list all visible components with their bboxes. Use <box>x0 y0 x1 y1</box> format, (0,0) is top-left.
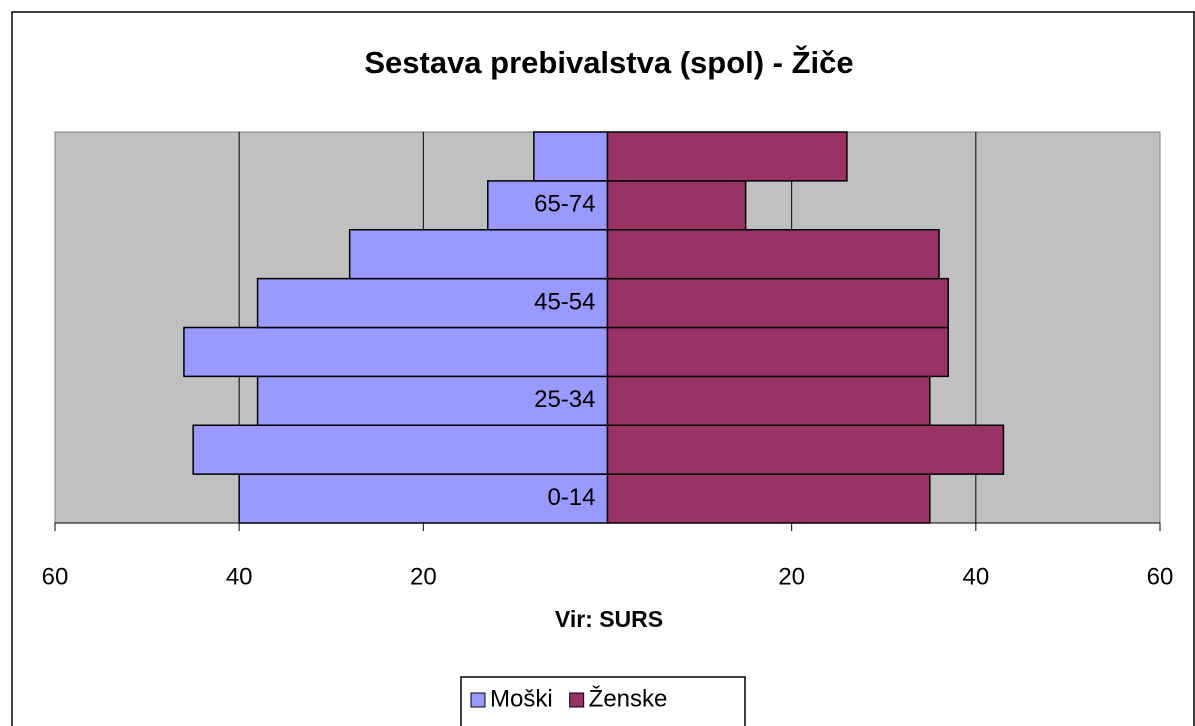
y-tick-label: 65-74 <box>534 191 595 218</box>
x-axis-label: Vir: SURS <box>555 606 663 632</box>
bar <box>606 326 949 378</box>
x-tick-label: 40 <box>962 563 989 590</box>
bar <box>606 473 931 524</box>
legend-label: Moški <box>490 685 553 712</box>
bar <box>606 229 940 280</box>
legend-label: Ženske <box>589 685 668 712</box>
legend-box <box>460 676 746 726</box>
bar <box>606 131 848 182</box>
bar <box>606 277 949 329</box>
x-tick-label: 60 <box>42 563 69 590</box>
x-tick-label: 60 <box>1147 563 1174 590</box>
y-tick-label: 0-14 <box>547 484 595 511</box>
x-tick-label: 40 <box>226 563 253 590</box>
y-tick-label: 45-54 <box>534 288 595 315</box>
legend-swatch <box>470 692 486 708</box>
bar <box>183 326 609 378</box>
x-tick-label: 20 <box>778 563 805 590</box>
chart-title: Sestava prebivalstva (spol) - Žiče <box>364 44 853 80</box>
bar <box>606 375 931 426</box>
bar <box>533 131 609 182</box>
bar <box>606 424 1005 475</box>
bar <box>348 229 609 280</box>
bar <box>192 424 609 475</box>
legend-swatch <box>569 692 585 708</box>
x-tick-label: 20 <box>410 563 437 590</box>
y-tick-label: 25-34 <box>534 386 595 413</box>
bar <box>487 180 609 231</box>
bar <box>606 180 747 231</box>
bar <box>256 277 609 329</box>
bar <box>256 375 609 426</box>
